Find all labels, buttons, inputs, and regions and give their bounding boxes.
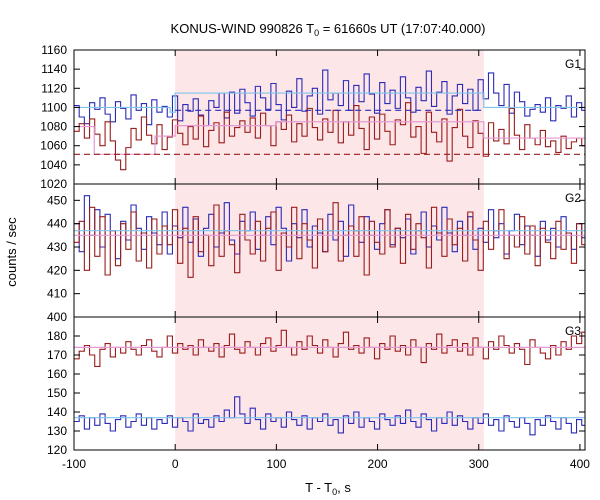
fit-level-3 xyxy=(74,121,585,155)
y-tick-label: 1040 xyxy=(40,158,67,172)
fit-level-1 xyxy=(74,92,585,113)
y-tick-label: 180 xyxy=(47,329,67,343)
y-tick-label: 430 xyxy=(47,240,67,254)
count-rate-series-1 xyxy=(74,69,585,127)
count-rate-series-1 xyxy=(74,329,585,367)
y-tick-label: 170 xyxy=(47,348,67,362)
count-rate-series-2 xyxy=(74,396,585,436)
x-tick-label: 100 xyxy=(266,457,286,471)
y-tick-label: 120 xyxy=(47,443,67,457)
burst-interval-shade xyxy=(175,317,484,450)
x-axis-label: T - T0, s xyxy=(305,480,351,497)
count-rate-series-2 xyxy=(74,202,585,278)
y-tick-label: 1140 xyxy=(41,62,67,76)
panels-group: 1020 1040 1060 1080 1100 1120 1140 1160 G1 400 410… xyxy=(40,43,590,471)
burst-interval-shade xyxy=(175,50,484,184)
panel-frame xyxy=(73,316,586,451)
chart-title: KONUS-WIND 990826 T0 = 61660s UT (17:07:… xyxy=(171,21,486,38)
burst-interval-shade xyxy=(175,184,484,317)
y-tick-label: 1080 xyxy=(40,120,67,134)
y-tick-label: 1120 xyxy=(41,81,67,95)
y-axis-label: counts / sec xyxy=(4,217,19,287)
y-tick-label: 150 xyxy=(47,386,67,400)
panel-g1: 1020 1040 1060 1080 1100 1120 1140 1160 G1 xyxy=(40,43,586,191)
y-tick-label: 130 xyxy=(47,424,67,438)
panel-label: G1 xyxy=(565,57,581,71)
panel-label: G3 xyxy=(565,324,581,338)
x-tick-label: 0 xyxy=(172,457,179,471)
panel-g3: 120 130 140 150 160 170 180 -100 0 100 200 300 400 G3 xyxy=(47,316,590,471)
y-tick-label: 400 xyxy=(47,310,67,324)
y-tick-label: 1100 xyxy=(41,100,67,114)
x-tick-label: 400 xyxy=(570,457,590,471)
y-tick-label: 410 xyxy=(47,287,67,301)
y-tick-label: 1020 xyxy=(40,177,67,191)
y-tick-label: 160 xyxy=(47,367,67,381)
panel-label: G2 xyxy=(565,191,581,205)
y-tick-label: 450 xyxy=(47,193,67,207)
x-tick-label: 300 xyxy=(469,457,489,471)
x-tick-label: 200 xyxy=(368,457,388,471)
y-tick-label: 440 xyxy=(47,217,67,231)
x-tick-label: -100 xyxy=(62,457,86,471)
y-tick-label: 420 xyxy=(47,263,67,277)
y-tick-label: 1160 xyxy=(41,43,67,57)
y-tick-label: 1060 xyxy=(40,139,67,153)
y-tick-label: 140 xyxy=(47,405,67,419)
panel-g2: 400 410 420 430 440 450 G2 xyxy=(47,183,586,324)
